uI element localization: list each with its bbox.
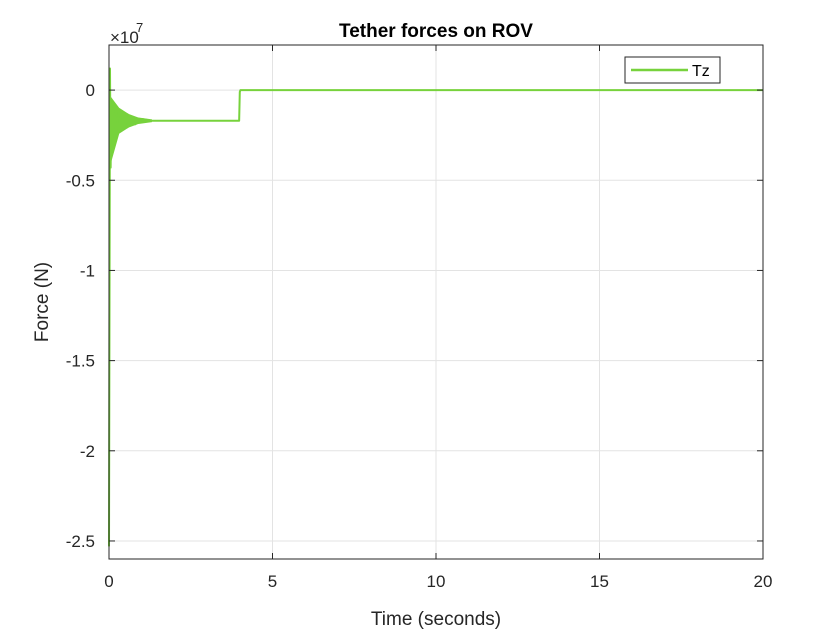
x-tick-label: 10 bbox=[427, 572, 446, 591]
data-layer bbox=[108, 67, 763, 547]
x-tick-label: 15 bbox=[590, 572, 609, 591]
y-tick-label: -1.5 bbox=[66, 352, 95, 371]
x-tick-label: 5 bbox=[268, 572, 277, 591]
x-tick-label: 20 bbox=[754, 572, 773, 591]
y-tick-label: -0.5 bbox=[66, 171, 95, 190]
y-tick-label: -2 bbox=[80, 442, 95, 461]
y-axis-label: Force (N) bbox=[32, 262, 53, 342]
x-axis-label: Time (seconds) bbox=[371, 609, 501, 630]
y-tick-label: -1 bbox=[80, 261, 95, 280]
x-tick-label: 0 bbox=[104, 572, 113, 591]
legend[interactable]: Tz bbox=[624, 56, 721, 84]
series-line-tz bbox=[108, 67, 763, 547]
y-tick-label: -2.5 bbox=[66, 532, 95, 551]
legend-label-tz: Tz bbox=[692, 63, 710, 80]
chart-title: Tether forces on ROV bbox=[339, 21, 533, 42]
ticks: 0 5 10 15 20 0 -0.5 -1 -1.5 -2 -2.5 bbox=[66, 45, 773, 591]
y-exponent-base: ×10 bbox=[110, 28, 139, 47]
y-exponent-power: 7 bbox=[136, 20, 143, 35]
y-tick-label: 0 bbox=[86, 81, 95, 100]
y-axis-exponent: ×10 7 bbox=[110, 20, 143, 47]
